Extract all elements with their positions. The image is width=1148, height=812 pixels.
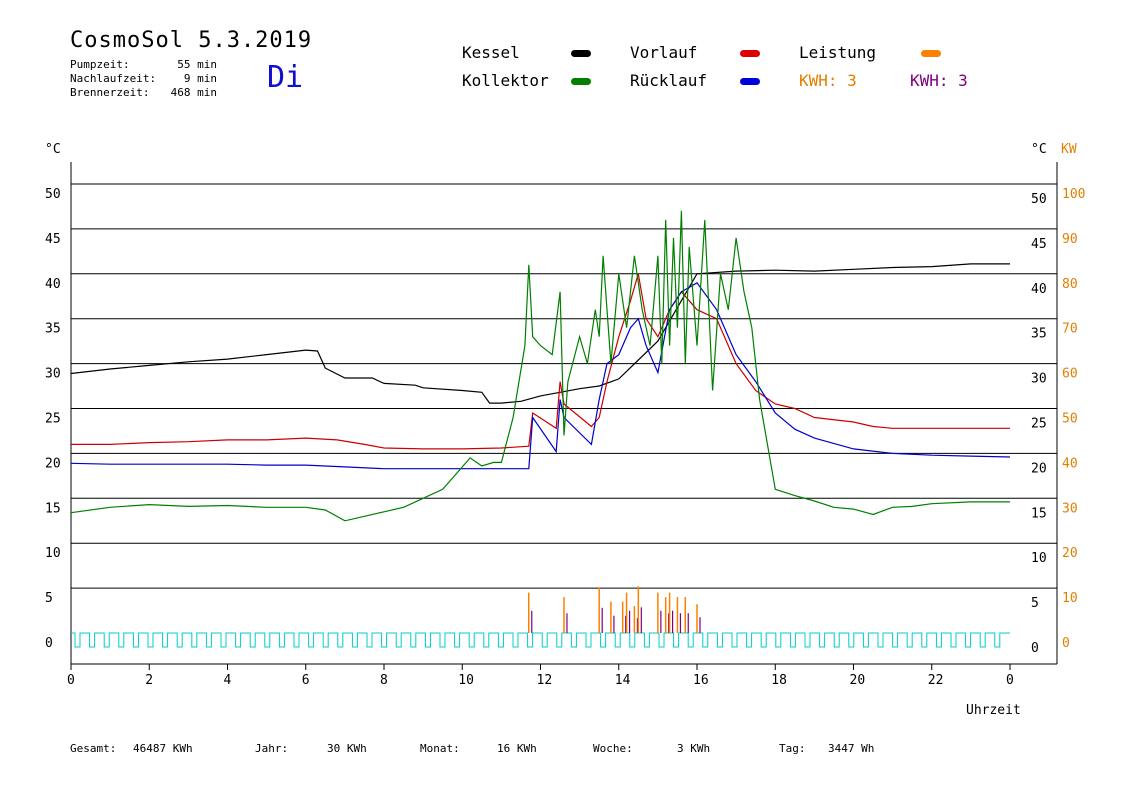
- y2-tick-label: 100: [1062, 187, 1085, 202]
- x-tick-label: 18: [771, 673, 787, 688]
- x-axis-label: Uhrzeit: [966, 703, 1021, 718]
- page-title: CosmoSol 5.3.2019: [70, 28, 313, 53]
- footer-gesamt-label: Gesamt:: [70, 742, 117, 755]
- y-tick-label-right: 35: [1031, 327, 1047, 342]
- y2-tick-label: 40: [1062, 456, 1078, 471]
- y-tick-label-right: 30: [1031, 372, 1047, 387]
- x-tick-label: 22: [928, 673, 944, 688]
- x-tick-label: 12: [537, 673, 553, 688]
- y-tick-label-left: 0: [45, 636, 53, 651]
- legend-kwh-orange: KWH: 3: [799, 71, 857, 90]
- footer-woche-label: Woche:: [593, 742, 633, 755]
- footer-gesamt-value: 46487 KWh: [133, 742, 193, 755]
- y-tick-label-right: 10: [1031, 551, 1047, 566]
- y2-tick-label: 20: [1062, 546, 1078, 561]
- legend-kollektor-label: Kollektor: [462, 71, 549, 90]
- y2-tick-label: 60: [1062, 367, 1078, 382]
- y2-tick-label: 90: [1062, 232, 1078, 247]
- y-tick-label-left: 25: [45, 412, 61, 427]
- y-tick-label-left: 45: [45, 232, 61, 247]
- y2-tick-label: 0: [1062, 636, 1070, 651]
- y-axis-unit-left: °C: [45, 142, 61, 157]
- footer-monat-label: Monat:: [420, 742, 460, 755]
- y-tick-label-right: 0: [1031, 641, 1039, 656]
- legend-kessel-label: Kessel: [462, 43, 520, 62]
- y-tick-label-right: 20: [1031, 461, 1047, 476]
- footer-tag-value: 3447 Wh: [828, 742, 875, 755]
- x-tick-label: 8: [380, 673, 388, 688]
- series-vorlauf: [71, 273, 1010, 450]
- y-tick-label-left: 30: [45, 367, 61, 382]
- y-tick-label-left: 10: [45, 546, 61, 561]
- y2-tick-label: 70: [1062, 322, 1078, 337]
- footer-jahr-label: Jahr:: [255, 742, 289, 755]
- series-ruecklauf: [70, 282, 1011, 470]
- y-tick-label-left: 5: [45, 591, 53, 606]
- y-axis-unit-right: °C: [1031, 142, 1047, 157]
- y-tick-label-right: 40: [1031, 282, 1047, 297]
- legend-kessel-swatch: [571, 50, 591, 57]
- x-tick-label: 0: [67, 673, 75, 688]
- legend-kwh-purple: KWH: 3: [910, 71, 968, 90]
- y-tick-label-right: 5: [1031, 596, 1039, 611]
- x-tick-label: 14: [615, 673, 631, 688]
- y-tick-label-left: 15: [45, 501, 61, 516]
- x-tick-label: 10: [458, 673, 474, 688]
- weekday-label: Di: [267, 60, 304, 95]
- stat-value-pumpzeit: 55 min: [177, 58, 217, 71]
- y-tick-label-left: 40: [45, 277, 61, 292]
- pump-signal: [71, 632, 1010, 648]
- x-tick-label: 16: [693, 673, 709, 688]
- y-tick-label-right: 45: [1031, 237, 1047, 252]
- legend-leistung-swatch: [921, 50, 941, 57]
- x-tick-label: 6: [302, 673, 310, 688]
- x-tick-label: 0: [1006, 673, 1014, 688]
- legend-ruecklauf-swatch: [740, 78, 760, 85]
- legend-ruecklauf-label: Rücklauf: [630, 71, 708, 90]
- y2-tick-label: 10: [1062, 591, 1078, 606]
- stat-label-pumpzeit: Pumpzeit:: [70, 58, 130, 71]
- legend-leistung-label: Leistung: [799, 43, 877, 62]
- footer-monat-value: 16 KWh: [497, 742, 537, 755]
- stat-value-brennerzeit: 468 min: [170, 86, 217, 99]
- y-tick-label-left: 20: [45, 456, 61, 471]
- stat-label-nachlaufzeit: Nachlaufzeit:: [70, 72, 157, 85]
- y2-tick-label: 30: [1062, 501, 1078, 516]
- y-tick-label-left: 35: [45, 322, 61, 337]
- series-kessel: [70, 263, 1010, 404]
- footer-tag-label: Tag:: [779, 742, 806, 755]
- y-tick-label-right: 50: [1031, 192, 1047, 207]
- y2-axis-unit: KW: [1061, 142, 1077, 157]
- series-kollektor: [70, 210, 1010, 522]
- legend-kollektor-swatch: [571, 78, 591, 85]
- footer-jahr-value: 30 KWh: [327, 742, 367, 755]
- y-tick-label-right: 25: [1031, 417, 1047, 432]
- y-tick-label-left: 50: [45, 187, 61, 202]
- x-tick-label: 20: [850, 673, 866, 688]
- y2-tick-label: 50: [1062, 412, 1078, 427]
- x-tick-label: 4: [224, 673, 232, 688]
- x-tick-label: 2: [145, 673, 153, 688]
- stat-value-nachlaufzeit: 9 min: [183, 72, 217, 85]
- legend-vorlauf-swatch: [740, 50, 760, 57]
- y-tick-label-right: 15: [1031, 506, 1047, 521]
- y2-tick-label: 80: [1062, 277, 1078, 292]
- footer-woche-value: 3 KWh: [677, 742, 711, 755]
- legend-vorlauf-label: Vorlauf: [630, 43, 698, 62]
- stat-label-brennerzeit: Brennerzeit:: [70, 86, 150, 99]
